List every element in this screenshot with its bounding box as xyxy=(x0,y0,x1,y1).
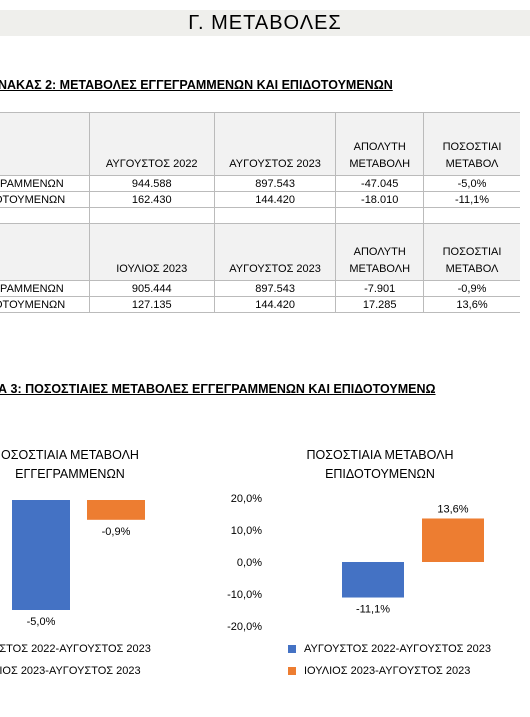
table-cell: -0,9% xyxy=(423,280,520,297)
chart2-bar xyxy=(422,518,484,562)
chart2-legend-item: ΙΟΥΛΙΟΣ 2023-ΑΥΓΟΥΣΤΟΣ 2023 xyxy=(288,665,470,677)
table-cell: -18.010 xyxy=(335,191,425,208)
table-cell xyxy=(423,207,520,224)
table3-title: Α 3: ΠΟΣΟΣΤΙΑΙΕΣ ΜΕΤΑΒΟΛΕΣ ΕΓΓΕΓΡΑΜΜΕΝΩΝ… xyxy=(0,382,436,396)
table-cell: 944.588 xyxy=(88,175,215,192)
chart2-data-label: 13,6% xyxy=(437,503,468,515)
chart2-y-tick-label: 20,0% xyxy=(231,493,262,505)
table-cell: -7.901 xyxy=(335,280,425,297)
table-header-cell: ΑΥΓΟΥΣΤΟΣ 2022 xyxy=(88,112,215,176)
section-title: Γ. ΜΕΤΑΒΟΛΕΣ xyxy=(188,12,342,34)
chart1-bar xyxy=(87,500,145,520)
table-header-row: ΙΟΥΛΙΟΣ 2023 ΑΥΓΟΥΣΤΟΣ 2023 ΑΠΟΛΥΤΗ ΜΕΤΑΒ… xyxy=(0,223,520,281)
legend-swatch-orange xyxy=(288,667,296,676)
legend-swatch-blue xyxy=(288,645,296,654)
chart2-y-tick-label: 10,0% xyxy=(231,525,262,537)
row-label: ΟΤΟΥΜΕΝΩΝ xyxy=(0,296,90,313)
table-header-cell: ΑΥΓΟΥΣΤΟΣ 2023 xyxy=(213,223,337,281)
table-cell: -11,1% xyxy=(423,191,520,208)
table-header-cell: ΠΟΣΟΣΤΙΑΙ ΜΕΤΑΒΟΛ xyxy=(423,112,520,176)
table-header-empty xyxy=(0,223,90,281)
table2-block1: ΑΥΓΟΥΣΤΟΣ 2022 ΑΥΓΟΥΣΤΟΣ 2023 ΑΠΟΛΥΤΗ ΜΕΤ… xyxy=(0,112,520,313)
table-cell xyxy=(0,207,90,224)
table-cell: 897.543 xyxy=(213,175,337,192)
table-row: ΓΡΑΜΜΕΝΩΝ 905.444 897.543 -7.901 -0,9% xyxy=(0,280,520,297)
table-cell: 144.420 xyxy=(213,191,337,208)
row-label: ΓΡΑΜΜΕΝΩΝ xyxy=(0,175,90,192)
table-row: ΟΤΟΥΜΕΝΩΝ 162.430 144.420 -18.010 -11,1% xyxy=(0,191,520,208)
row-label: ΟΤΟΥΜΕΝΩΝ xyxy=(0,191,90,208)
table-header-cell: ΑΠΟΛΥΤΗ ΜΕΤΑΒΟΛΗ xyxy=(335,223,425,281)
table-cell: 162.430 xyxy=(88,191,215,208)
table-row: ΓΡΑΜΜΕΝΩΝ 944.588 897.543 -47.045 -5,0% xyxy=(0,175,520,192)
chart1-data-label: -0,9% xyxy=(102,526,131,538)
table-cell: 17.285 xyxy=(335,296,425,313)
chart2-legend-item: ΑΥΓΟΥΣΤΟΣ 2022-ΑΥΓΟΥΣΤΟΣ 2023 xyxy=(288,643,491,655)
table-cell: -5,0% xyxy=(423,175,520,192)
table-header-cell: ΑΥΓΟΥΣΤΟΣ 2023 xyxy=(213,112,337,176)
table-row: ΟΤΟΥΜΕΝΩΝ 127.135 144.420 17.285 13,6% xyxy=(0,296,520,313)
chart2-data-label: -11,1% xyxy=(356,604,390,616)
table-header-row: ΑΥΓΟΥΣΤΟΣ 2022 ΑΥΓΟΥΣΤΟΣ 2023 ΑΠΟΛΥΤΗ ΜΕΤ… xyxy=(0,112,520,176)
table-cell xyxy=(213,207,337,224)
table-cell: 905.444 xyxy=(88,280,215,297)
table-header-cell: ΠΟΣΟΣΤΙΑΙ ΜΕΤΑΒΟΛ xyxy=(423,223,520,281)
chart2-bar xyxy=(342,562,404,598)
table-cell: -47.045 xyxy=(335,175,425,192)
table-cell xyxy=(335,207,425,224)
chart2-y-tick-label: -10,0% xyxy=(227,589,262,601)
chart2-title: ΠΟΣΟΣΤΙΑΙΑ ΜΕΤΑΒΟΛΗ ΕΠΙΔΟΤΟΥΜΕΝΩΝ xyxy=(306,448,454,481)
table-cell: 13,6% xyxy=(423,296,520,313)
table-cell: 897.543 xyxy=(213,280,337,297)
chart2-y-tick-label: -20,0% xyxy=(227,621,262,633)
row-label: ΓΡΑΜΜΕΝΩΝ xyxy=(0,280,90,297)
chart2-y-tick-label: 0,0% xyxy=(237,557,262,569)
chart2-svg: 20,0% 10,0% 0,0% -10,0% -20,0% -11,1% 13,6% xyxy=(227,493,484,633)
table-header-cell: ΙΟΥΛΙΟΣ 2023 xyxy=(88,223,215,281)
chart1-title: ΟΣΟΣΤΙΑΙΑ ΜΕΤΑΒΟΛΗ ΕΓΓΕΓΡΑΜΜΕΝΩΝ xyxy=(1,448,139,481)
table2-title: ΝΑΚΑΣ 2: ΜΕΤΑΒΟΛΕΣ ΕΓΓΕΓΡΑΜΜΕΝΩΝ ΚΑΙ ΕΠΙ… xyxy=(0,78,393,92)
chart1-bar xyxy=(12,500,70,610)
chart1-svg: -5,0% -0,9% xyxy=(12,500,145,628)
table-header-empty xyxy=(0,112,90,176)
section-header-bar xyxy=(0,10,530,36)
table-cell: 127.135 xyxy=(88,296,215,313)
chart1-data-label: -5,0% xyxy=(27,616,56,628)
chart1-legend-item: ΛΙΟΣ 2023-ΑΥΓΟΥΣΤΟΣ 2023 xyxy=(0,665,141,677)
table-spacer-row xyxy=(0,207,520,224)
table-cell: 144.420 xyxy=(213,296,337,313)
table-cell xyxy=(88,207,215,224)
chart1-legend-item: ΥΣΤΟΣ 2022-ΑΥΓΟΥΣΤΟΣ 2023 xyxy=(0,643,151,655)
table-header-cell: ΑΠΟΛΥΤΗ ΜΕΤΑΒΟΛΗ xyxy=(335,112,425,176)
